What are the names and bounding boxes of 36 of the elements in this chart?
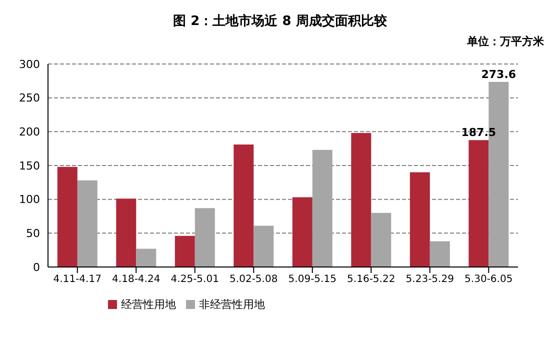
bar: [351, 133, 372, 267]
legend-label: 非经营性用地: [199, 298, 265, 311]
x-tick-label: 5.09-5.15: [288, 274, 336, 286]
legend-label: 经营性用地: [121, 298, 176, 311]
bar: [410, 172, 430, 267]
bar: [254, 226, 274, 267]
bar: [371, 212, 392, 267]
x-tick-label: 5.02-5.08: [230, 274, 278, 286]
y-tick-label: 300: [19, 58, 40, 71]
chart-title: 图 2：土地市场近 8 周成交面积比较: [172, 12, 388, 30]
bar: [77, 180, 98, 267]
bar: [116, 198, 136, 267]
x-tick-label: 4.25-5.01: [170, 274, 219, 286]
data-label: 187.5: [461, 126, 496, 140]
x-tick-label: 4.18-4.24: [112, 274, 160, 286]
y-tick-label: 250: [19, 92, 40, 105]
bar: [174, 236, 195, 267]
bar: [468, 140, 489, 267]
y-tick-label: 50: [26, 227, 40, 240]
bar: [430, 241, 450, 267]
data-label: 273.6: [481, 68, 516, 81]
y-tick-label: 100: [19, 193, 40, 206]
bar: [194, 208, 215, 267]
x-tick-label: 4.11-4.17: [53, 274, 102, 286]
x-tick-label: 5.30-6.05: [464, 274, 513, 286]
x-tick-label: 5.16-5.22: [347, 274, 396, 286]
bar: [57, 166, 78, 267]
y-tick-label: 0: [33, 260, 40, 274]
text: 单位：万平方米: [467, 34, 544, 49]
bar: [292, 197, 312, 267]
y-tick-label: 150: [19, 159, 40, 172]
bar: [234, 144, 254, 267]
bar: [312, 150, 332, 267]
x-tick-label: 5.23-5.29: [406, 274, 454, 286]
bar: [136, 248, 156, 267]
y-tick-label: 200: [19, 126, 40, 139]
